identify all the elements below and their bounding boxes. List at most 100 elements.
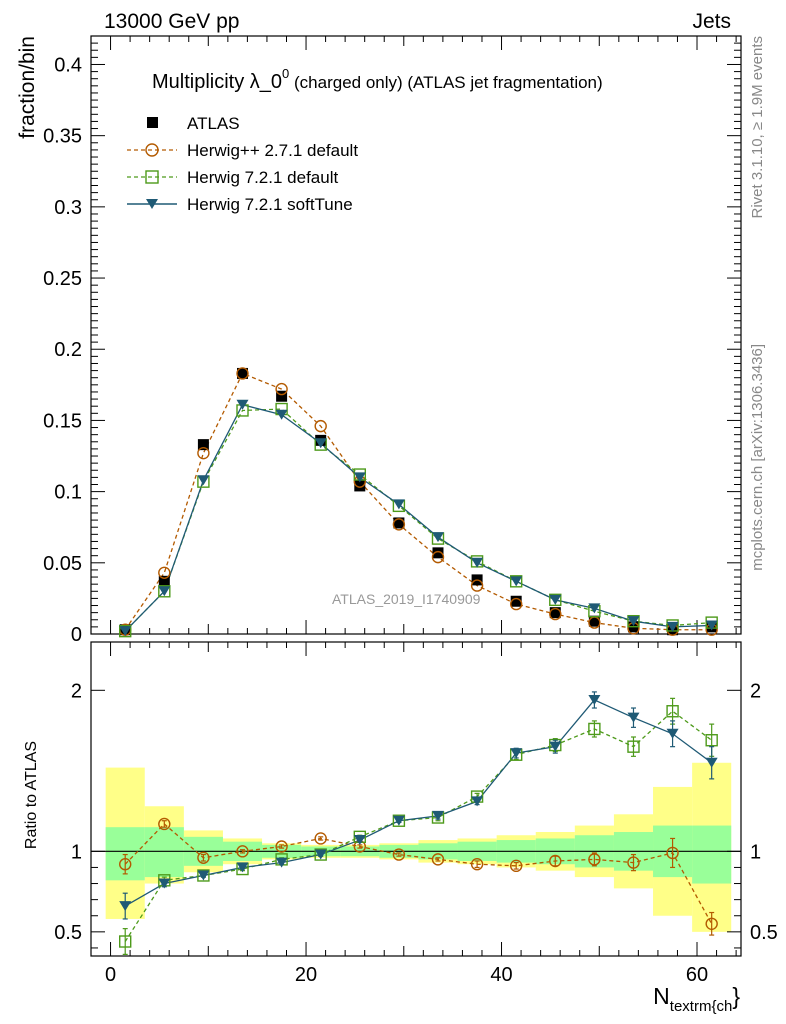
data-point-softtune xyxy=(588,603,601,614)
ratio-point-softtune xyxy=(431,810,444,821)
ratio-point-herwig721 xyxy=(588,722,601,736)
ratio-point-softtune xyxy=(588,694,601,705)
legend-atlas-marker xyxy=(147,117,158,128)
data-point-softtune xyxy=(666,621,679,632)
data-point-herwig271 xyxy=(275,382,288,396)
ratio-frame xyxy=(90,641,742,957)
data-point-softtune xyxy=(627,616,640,627)
series-line-herwig271 xyxy=(124,372,712,631)
ratio-point-herwig271 xyxy=(431,853,445,866)
data-point-herwig271 xyxy=(470,579,484,592)
data-point-data xyxy=(588,615,600,627)
data-point-herwig271 xyxy=(158,566,171,579)
header-right: Jets xyxy=(692,10,731,33)
ratio-point-softtune xyxy=(392,815,405,826)
ratio-point-softtune xyxy=(275,857,288,868)
ratio-point-herwig721 xyxy=(392,814,406,827)
x-axis-label-close: } xyxy=(732,983,740,1009)
ratio-point-herwig271 xyxy=(158,817,171,831)
ratio-point-herwig271 xyxy=(470,858,484,871)
legend: ATLAS Herwig++ 2.7.1 default Herwig 7.2.… xyxy=(127,114,358,214)
data-point-softtune xyxy=(158,586,171,597)
ratio-point-softtune xyxy=(158,878,171,889)
data-point-data xyxy=(393,517,405,529)
data-point-softtune xyxy=(549,594,562,605)
data-point-softtune xyxy=(705,620,718,631)
ratio-point-herwig721 xyxy=(314,848,327,861)
ratio-line-herwig271 xyxy=(124,823,713,925)
data-point-softtune xyxy=(471,557,484,568)
ratio-point-herwig721 xyxy=(705,734,718,747)
mcplots-label: mcplots.cern.ch [arXiv:1306.3436] xyxy=(749,344,766,571)
legend-softtune-marker xyxy=(146,199,158,209)
ratio-point-herwig271 xyxy=(509,859,523,873)
ratio-y-tick-label-right: 1 xyxy=(750,841,761,863)
data-point-data xyxy=(432,547,444,559)
ratio-point-softtune xyxy=(314,849,327,860)
y-tick-label: 0.2 xyxy=(54,339,82,361)
ratio-point-herwig721 xyxy=(119,935,132,948)
ratio-point-softtune xyxy=(666,728,679,739)
ratio-line-herwig721 xyxy=(124,710,713,942)
rivet-label: Rivet 3.1.10, ≥ 1.9M events xyxy=(749,36,766,219)
data-point-herwig271 xyxy=(549,607,562,621)
data-point-data xyxy=(237,367,249,379)
header-left: 13000 GeV pp xyxy=(104,10,239,33)
data-point-softtune xyxy=(510,576,523,587)
legend-herwig271-marker xyxy=(145,143,159,157)
ratio-point-herwig271 xyxy=(666,846,679,860)
ratio-point-herwig271 xyxy=(549,854,562,868)
ratio-point-softtune xyxy=(549,741,562,752)
data-point-softtune xyxy=(431,532,444,543)
data-point-herwig721 xyxy=(549,593,562,607)
data-point-herwig721 xyxy=(158,585,171,598)
y-tick-label: 0.25 xyxy=(43,268,82,290)
data-point-herwig271 xyxy=(509,597,523,611)
data-point-herwig271 xyxy=(236,367,249,380)
x-tick-label: 60 xyxy=(686,964,708,986)
ratio-y-tick-label: 0.5 xyxy=(54,922,82,944)
data-point-herwig271 xyxy=(314,419,327,433)
data-point-data xyxy=(158,575,170,587)
ratio-point-softtune xyxy=(353,835,366,846)
ratio-point-herwig721 xyxy=(197,869,210,882)
ratio-point-herwig271 xyxy=(119,858,132,871)
x-axis-label-main: N xyxy=(653,983,670,1009)
ratio-point-softtune xyxy=(510,748,523,759)
ratio-point-herwig271 xyxy=(236,845,249,858)
ratio-point-softtune xyxy=(119,901,132,912)
x-tick-label: 0 xyxy=(105,964,116,986)
y-tick-label: 0.4 xyxy=(54,54,82,76)
ratio-y-tick-label: 1 xyxy=(71,841,82,863)
data-point-softtune xyxy=(392,499,405,510)
y-axis-label: fraction/bin xyxy=(16,36,39,139)
data-point-herwig271 xyxy=(197,446,210,460)
ratio-y-tick-label: 2 xyxy=(71,680,82,702)
ratio-point-softtune xyxy=(705,757,718,768)
data-point-data xyxy=(510,595,522,607)
ratio-panel: 0 20 40 60 0.5 0.5 1 1 2 2 xyxy=(54,641,778,986)
y-tick-label: 0.1 xyxy=(54,482,82,504)
legend-herwig721-label: Herwig 7.2.1 default xyxy=(187,168,338,187)
y-tick-label: 0.3 xyxy=(54,197,82,219)
analysis-watermark: ATLAS_2019_I1740909 xyxy=(332,591,481,607)
ratio-band-inner-bin xyxy=(144,827,184,878)
chart-title: Multiplicity λ_00 (charged only) (ATLAS … xyxy=(152,66,603,93)
y-tick-label: 0.15 xyxy=(43,410,82,432)
series-line-softtune xyxy=(124,404,712,632)
chart-title-sup: 0 xyxy=(282,66,289,81)
data-point-softtune xyxy=(275,409,288,420)
y-tick-label: 0.05 xyxy=(43,553,82,575)
ratio-y-tick-label-right: 0.5 xyxy=(750,922,778,944)
data-point-herwig721 xyxy=(627,614,640,628)
legend-atlas-label: ATLAS xyxy=(187,114,240,133)
ratio-point-herwig721 xyxy=(627,740,640,753)
data-point-herwig721 xyxy=(509,575,523,588)
data-point-data xyxy=(354,480,366,492)
data-point-herwig271 xyxy=(392,518,406,531)
y-tick-label: 0.35 xyxy=(43,126,82,148)
ratio-point-herwig271 xyxy=(392,848,406,861)
data-point-herwig721 xyxy=(119,624,132,638)
ratio-point-herwig271 xyxy=(275,840,288,853)
